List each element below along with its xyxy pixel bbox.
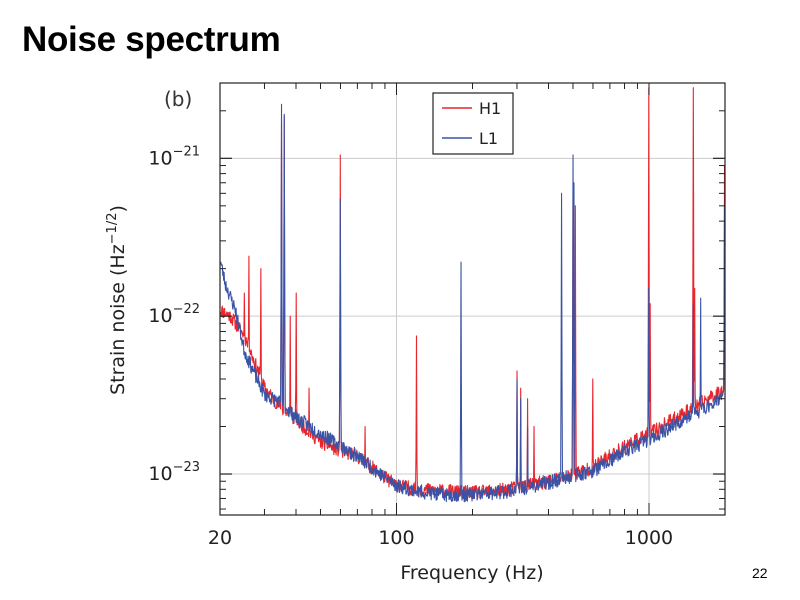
axis-ticks: 20 100 1000 10−21 10−22 10−23 bbox=[148, 82, 726, 549]
y-axis-title: Strain noise (Hz−1/2) bbox=[105, 205, 129, 395]
legend-label-l1: L1 bbox=[479, 129, 498, 148]
series-layer bbox=[219, 87, 726, 503]
series-line-h1 bbox=[219, 87, 726, 500]
x-axis-title: Frequency (Hz) bbox=[400, 562, 543, 584]
y-tick-label: 10−22 bbox=[148, 302, 200, 327]
panel-label: (b) bbox=[164, 87, 192, 111]
page-number: 22 bbox=[752, 565, 768, 581]
y-tick-label: 10−21 bbox=[148, 144, 200, 169]
x-tick-label: 1000 bbox=[625, 527, 673, 549]
slide-title: Noise spectrum bbox=[22, 20, 281, 59]
x-tick-label: 100 bbox=[378, 527, 414, 549]
legend-box bbox=[432, 92, 514, 155]
legend-label-h1: H1 bbox=[479, 99, 501, 118]
legend: H1 L1 bbox=[432, 92, 514, 155]
y-tick-label: 10−23 bbox=[148, 460, 200, 485]
series-line-l1 bbox=[219, 103, 726, 503]
x-tick-label: 20 bbox=[208, 527, 232, 549]
